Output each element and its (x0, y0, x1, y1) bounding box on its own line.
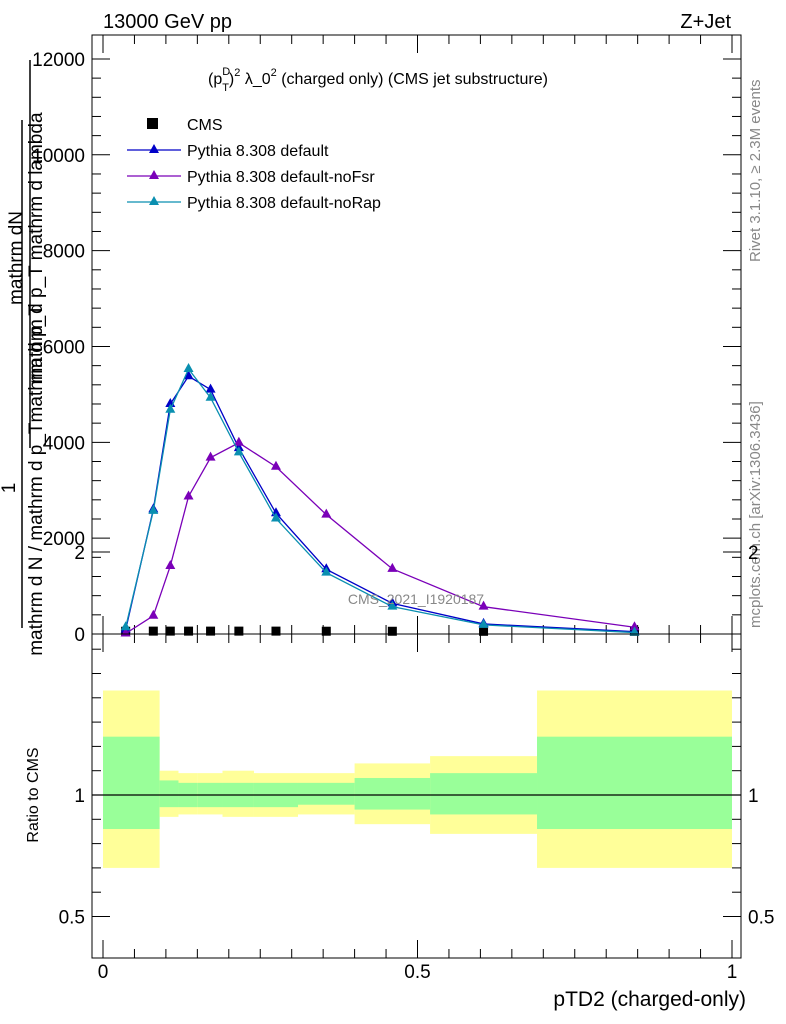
ratio-axis-ticks (92, 551, 741, 958)
cms-data-point (148, 626, 158, 636)
ratio-y-tick-label: 2 (74, 543, 85, 564)
cms-data-point (234, 626, 244, 636)
header-left: 13000 GeV pp (103, 11, 232, 33)
plot-title: (pD T)2 λ_02 (charged only) (CMS jet subs… (208, 66, 548, 94)
main-y-axis-title: mathrm dN mathrm d p_T mathrm d lambda 1… (0, 60, 47, 656)
legend-default-marker (149, 144, 159, 153)
ratio-y-tick-label-right: 2 (748, 543, 759, 564)
x-tick-label: 0.5 (404, 962, 430, 983)
legend-default-label: Pythia 8.308 default (187, 143, 329, 160)
main-y-tick-label: 4000 (43, 433, 85, 454)
legend-norap-label: Pythia 8.308 default-noRap (187, 195, 381, 212)
main-y-tick-label: 10000 (32, 146, 85, 167)
y-title-dpt-dlambda: mathrm d p_T mathrm d lambda (26, 112, 47, 383)
series-point-norap (233, 446, 244, 456)
ratio-y-axis-title: Ratio to CMS (25, 747, 42, 842)
ratio-y-tick-label-right: 0.5 (748, 908, 774, 929)
legend-nofsr-marker (149, 170, 159, 179)
main-y-tick-label: 6000 (43, 337, 85, 358)
series-point-nofsr (629, 621, 640, 631)
data-series (120, 363, 640, 637)
main-y-tick-label: 12000 (32, 50, 85, 71)
y-title-denominator: mathrm d N / mathrm d p_Tmathrm d p_T (26, 304, 47, 656)
series-point-norap (629, 626, 640, 636)
y-title-dn: mathrm dN (6, 211, 27, 305)
legend-nofsr-label: Pythia 8.308 default-noFsr (187, 169, 375, 186)
cms-data-point (184, 626, 194, 636)
series-point-nofsr (387, 562, 398, 572)
ratio-y-tick-labels: 0.5 0.5 1 1 2 2 (59, 543, 775, 929)
series-point-norap (270, 512, 281, 522)
series-point-norap (321, 566, 332, 576)
series-point-norap (478, 618, 489, 628)
ratio-plot-frame (91, 633, 742, 959)
cms-data-point (387, 626, 397, 636)
main-y-tick-label: 2000 (43, 529, 85, 550)
series-point-nofsr (270, 460, 281, 470)
ratio-y-tick-label: 0.5 (59, 908, 85, 929)
ratio-band-inner (354, 777, 431, 810)
series-point-nofsr (233, 436, 244, 446)
series-point-nofsr (321, 508, 332, 518)
ratio-uncertainty-bands (103, 690, 732, 868)
ratio-band-inner (103, 736, 160, 830)
x-tick-labels: 0 0.5 1 (98, 962, 738, 983)
series-point-norap (120, 621, 131, 631)
series-point-nofsr (165, 559, 176, 569)
series-point-norap (183, 363, 194, 373)
header-right: Z+Jet (680, 11, 731, 33)
series-point-nofsr (478, 600, 489, 610)
legend-cms-label: CMS (187, 117, 223, 134)
series-point-nofsr (148, 609, 159, 619)
y-title-numerator: 1 (0, 483, 20, 494)
main-y-tick-labels: 0 2000 4000 6000 8000 10000 12000 (32, 50, 85, 646)
series-point-nofsr (183, 490, 194, 500)
series-point-norap (205, 391, 216, 401)
mcplots-label: mcplots.cern.ch [arXiv:1306.3436] (747, 401, 764, 628)
ratio-band-inner (159, 780, 179, 808)
legend: CMS Pythia 8.308 default Pythia 8.308 de… (127, 117, 381, 212)
cms-data-point (321, 626, 331, 636)
ratio-band-inner (537, 736, 732, 830)
cms-data-point (165, 626, 175, 636)
cms-data-point (271, 626, 281, 636)
main-y-tick-label: 0 (74, 625, 85, 646)
ratio-y-tick-label-right: 1 (748, 786, 759, 807)
ratio-y-tick-label: 1 (74, 786, 85, 807)
x-axis-title: pTD2 (charged-only) (553, 988, 746, 1011)
series-point-norap (387, 600, 398, 610)
ratio-band-inner (430, 773, 538, 815)
cms-data-point (479, 626, 489, 636)
series-point-nofsr (205, 451, 216, 461)
x-tick-label: 1 (727, 962, 738, 983)
x-tick-label: 0 (98, 962, 109, 983)
series-point-default (205, 383, 216, 393)
cms-data-point (206, 626, 216, 636)
ratio-band-inner (297, 782, 355, 805)
legend-cms-marker (147, 118, 158, 129)
legend-norap-marker (149, 196, 159, 205)
series-point-default (183, 370, 194, 380)
main-y-tick-label: 8000 (43, 242, 85, 263)
rivet-version-label: Rivet 3.1.10, ≥ 2.3M events (747, 80, 764, 263)
series-point-norap (148, 504, 159, 514)
analysis-watermark: CMS_2021_I1920187 (348, 591, 484, 607)
series-point-norap (165, 403, 176, 413)
